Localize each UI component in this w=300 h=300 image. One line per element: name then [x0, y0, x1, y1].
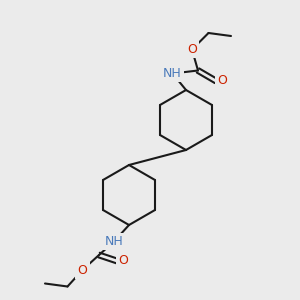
Text: NH: NH: [105, 235, 123, 248]
Text: O: O: [78, 263, 87, 277]
Text: NH: NH: [163, 67, 182, 80]
Text: O: O: [187, 43, 197, 56]
Text: O: O: [217, 74, 227, 88]
Text: O: O: [118, 254, 128, 268]
